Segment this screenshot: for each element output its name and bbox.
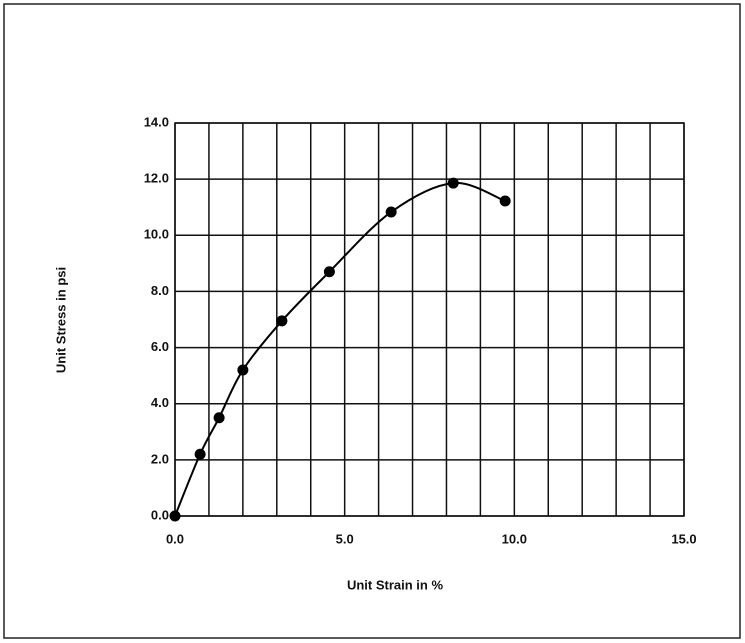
y-tick-label: 4.0: [151, 395, 169, 410]
data-point: [169, 510, 181, 522]
frame: [3, 3, 741, 639]
data-point: [194, 448, 206, 460]
data-point: [276, 315, 288, 327]
x-tick-label: 5.0: [336, 531, 354, 546]
data-point: [213, 412, 225, 424]
y-tick-label: 0.0: [151, 507, 169, 522]
y-tick-label: 8.0: [151, 283, 169, 298]
data-point: [385, 206, 397, 218]
y-tick-label: 2.0: [151, 451, 169, 466]
data-point: [447, 177, 459, 189]
y-tick-label: 10.0: [144, 227, 169, 242]
y-tick-label: 12.0: [144, 171, 169, 186]
y-tick-label: 6.0: [151, 339, 169, 354]
data-point: [237, 364, 249, 376]
curve: [174, 182, 506, 517]
x-tick-label: 0.0: [166, 531, 184, 546]
x-tick-label: 15.0: [671, 531, 696, 546]
data-point: [499, 195, 511, 207]
x-tick-label: 10.0: [502, 531, 527, 546]
y-axis-title: Unit Stress in psi: [53, 267, 68, 373]
x-axis-title: Unit Strain in %: [347, 577, 444, 592]
plot-border: [174, 122, 685, 517]
data-point: [323, 266, 335, 278]
y-tick-label: 14.0: [144, 114, 169, 129]
